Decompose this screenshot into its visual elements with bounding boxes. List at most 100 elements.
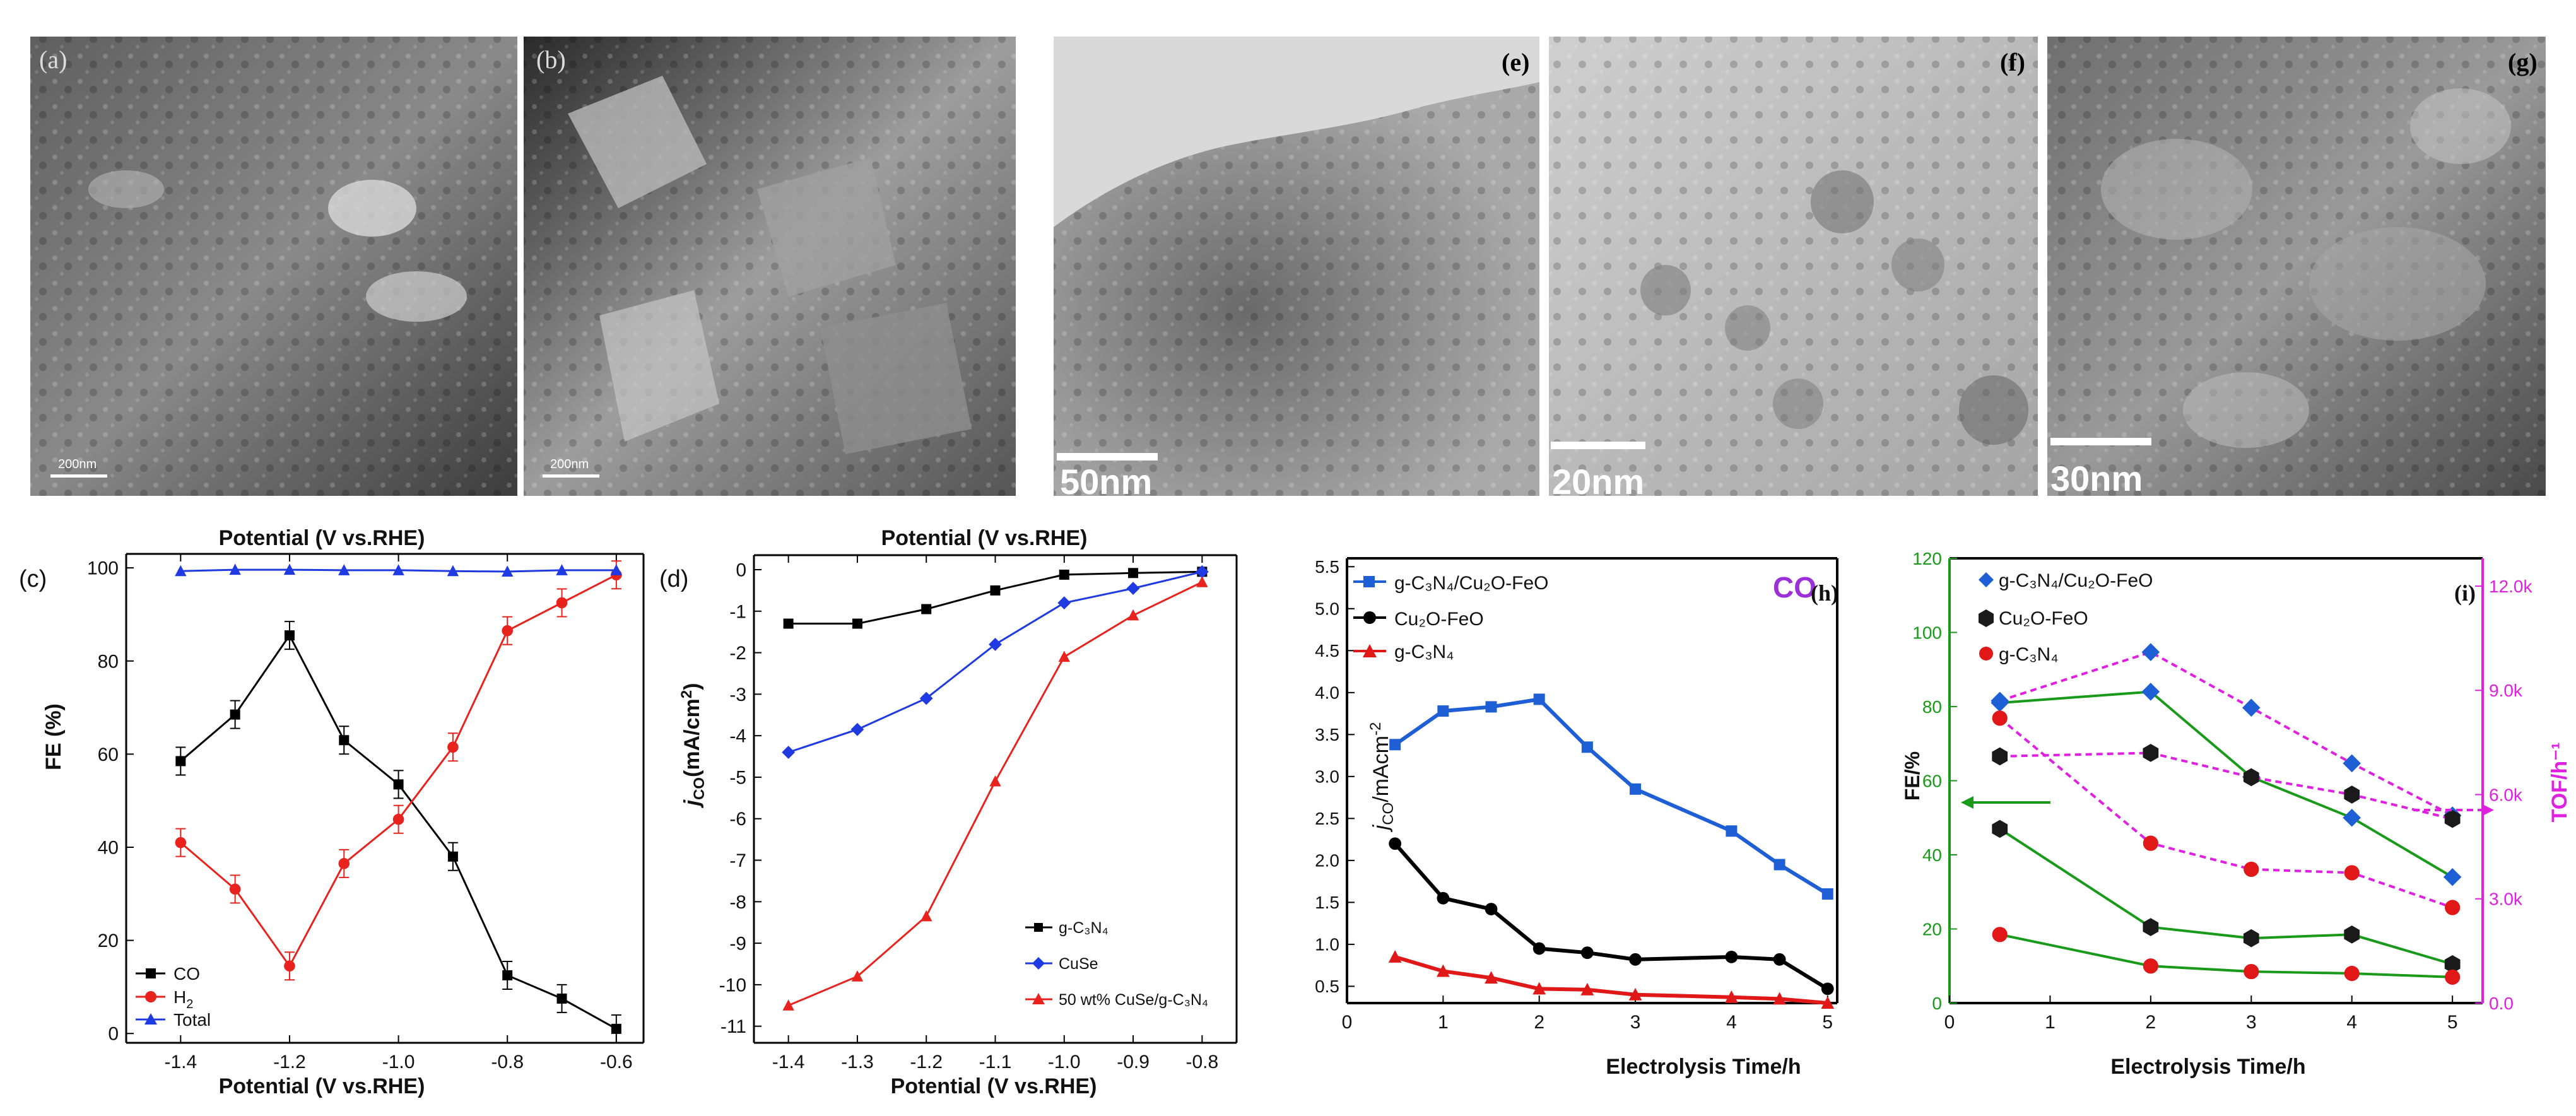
c-point-1 bbox=[556, 597, 568, 609]
i-fe-point-0 bbox=[2141, 683, 2160, 701]
i-tof-point-2 bbox=[1992, 710, 2008, 726]
i-tof-point-2 bbox=[2344, 865, 2360, 881]
h-point-0 bbox=[1485, 701, 1497, 713]
h-xtick-label: 1 bbox=[1438, 1012, 1449, 1033]
d-xtick-label: -1.1 bbox=[979, 1052, 1012, 1072]
h-xtick-label: 0 bbox=[1342, 1012, 1353, 1033]
legend-label-composite-h: g-C₃N₄/Cu₂O-FeO bbox=[1394, 573, 1548, 594]
d-ytick-label: -2 bbox=[729, 643, 746, 664]
i-ytick-label: 60 bbox=[1922, 771, 1942, 790]
i-tof-line-0 bbox=[1999, 650, 2454, 817]
legend-marker-composite-i bbox=[1979, 572, 1994, 587]
i-ytick-label: 0 bbox=[1932, 994, 1942, 1013]
c-point-0 bbox=[447, 851, 458, 862]
d-ytick-label: -5 bbox=[729, 767, 746, 788]
c-point-1 bbox=[447, 741, 459, 753]
panel-label-b: (b) bbox=[536, 45, 566, 74]
legend-marker-total bbox=[144, 1013, 157, 1025]
c-point-0 bbox=[284, 630, 295, 641]
d-point-1 bbox=[919, 691, 933, 705]
d-ytick-label: -4 bbox=[729, 726, 746, 747]
d-point-0 bbox=[783, 618, 794, 629]
i-xtick-label: 4 bbox=[2346, 1012, 2357, 1033]
h-point-1 bbox=[1773, 953, 1786, 966]
h-point-0 bbox=[1581, 741, 1593, 753]
chart-h-ylabel: jCO/mAcm-2 bbox=[1367, 722, 1397, 833]
h-ytick-label: 3.5 bbox=[1315, 725, 1339, 744]
d-ytick-label: -10 bbox=[719, 975, 746, 996]
h-point-0 bbox=[1773, 859, 1785, 871]
i-ytick-label: 120 bbox=[1912, 549, 1942, 568]
i-tof-point-2 bbox=[2445, 900, 2461, 915]
chart-c: Potential (V vs.RHE) (c) Potential (V vs… bbox=[19, 526, 645, 1098]
chart-i-ylabel2: TOF/h⁻¹ bbox=[2548, 743, 2572, 823]
h-point-2 bbox=[1437, 964, 1450, 977]
c-point-1 bbox=[502, 625, 514, 637]
i-tof-point-0 bbox=[2141, 643, 2160, 662]
d-ytick-label: -11 bbox=[720, 1016, 746, 1037]
c-point-0 bbox=[611, 1023, 621, 1034]
i2-ytick-label: 12.0k bbox=[2489, 577, 2532, 596]
d-xtick-label: -1.2 bbox=[910, 1052, 943, 1072]
micrograph-f: (f) 20nm bbox=[1549, 37, 2038, 502]
d-ytick-label: 0 bbox=[736, 560, 746, 581]
legend-label-total: Total bbox=[173, 1010, 211, 1030]
c-ytick-label: 60 bbox=[98, 744, 119, 765]
h-point-1 bbox=[1725, 950, 1738, 963]
d-series-line-1 bbox=[788, 570, 1203, 753]
d-point-0 bbox=[990, 585, 1001, 596]
i-tof-point-1 bbox=[2444, 809, 2461, 828]
c-point-2 bbox=[229, 563, 241, 575]
d-point-2 bbox=[1196, 576, 1208, 587]
c-point-2 bbox=[447, 565, 459, 577]
chart-h-legend: g-C₃N₄/Cu₂O-FeO Cu₂O-FeO g-C₃N₄ bbox=[1353, 573, 1548, 662]
i-fe-point-1 bbox=[2243, 929, 2259, 948]
chart-d-ylabel: jCO(mA/cm2) bbox=[678, 683, 708, 809]
h-point-1 bbox=[1580, 946, 1594, 960]
h-point-2 bbox=[1628, 987, 1642, 1001]
scale-label-f: 20nm bbox=[1552, 462, 1644, 502]
fe-axis-arrow bbox=[1961, 796, 2050, 809]
scale-bar-b bbox=[543, 474, 599, 478]
legend-label-co: CO bbox=[173, 964, 200, 984]
i-fe-line-0 bbox=[1999, 690, 2454, 878]
h-ytick-label: 2.0 bbox=[1315, 851, 1339, 871]
i-tof-line-2 bbox=[1999, 717, 2453, 909]
scale-bar-g bbox=[2050, 438, 2151, 445]
c-ytick-label: 100 bbox=[87, 558, 119, 579]
i-fe-point-2 bbox=[2244, 963, 2259, 980]
h-point-0 bbox=[1630, 783, 1642, 795]
d-point-1 bbox=[1126, 582, 1140, 596]
legend-marker-h2 bbox=[145, 991, 156, 1002]
scale-label-g: 30nm bbox=[2050, 459, 2143, 498]
h-point-0 bbox=[1437, 705, 1449, 717]
panel-label-e: (e) bbox=[1502, 48, 1529, 76]
c-point-1 bbox=[338, 858, 350, 869]
legend-label-composite-i: g-C₃N₄/Cu₂O-FeO bbox=[1999, 570, 2153, 591]
h-ytick-label: 4.5 bbox=[1315, 641, 1339, 661]
i-xtick-label: 1 bbox=[2045, 1012, 2056, 1033]
d-point-2 bbox=[851, 970, 864, 982]
d-ytick-label: -8 bbox=[729, 892, 746, 913]
legend-label-gc3n4-i: g-C₃N₄ bbox=[1999, 644, 2058, 665]
legend-label-h2: H2 bbox=[173, 987, 193, 1011]
i2-ytick-label: 3.0k bbox=[2489, 890, 2523, 909]
h-point-2 bbox=[1388, 950, 1402, 963]
d-point-2 bbox=[1058, 650, 1070, 662]
c-xtick-label: -1.4 bbox=[164, 1052, 197, 1072]
h-ytick-label: 3.0 bbox=[1315, 767, 1339, 787]
h-point-1 bbox=[1821, 982, 1834, 996]
i-ytick-label: 100 bbox=[1912, 623, 1942, 642]
h-ytick-label: 2.5 bbox=[1315, 809, 1339, 828]
legend-marker-gc3n4 bbox=[1034, 923, 1043, 932]
scale-bar-f bbox=[1551, 442, 1645, 449]
d-series-line-0 bbox=[788, 570, 1203, 625]
chart-d: Potential (V vs.RHE) (d) Potential (V vs… bbox=[659, 526, 1238, 1098]
c-ytick-label: 20 bbox=[98, 931, 119, 951]
d-ytick-label: -1 bbox=[729, 601, 746, 622]
d-xtick-label: -1.4 bbox=[772, 1052, 805, 1072]
d-ytick-label: -3 bbox=[729, 684, 746, 705]
legend-marker-gc3n4-h bbox=[1363, 644, 1377, 657]
legend-marker-cu2o-i bbox=[1979, 609, 1994, 627]
d-point-1 bbox=[1057, 596, 1071, 610]
